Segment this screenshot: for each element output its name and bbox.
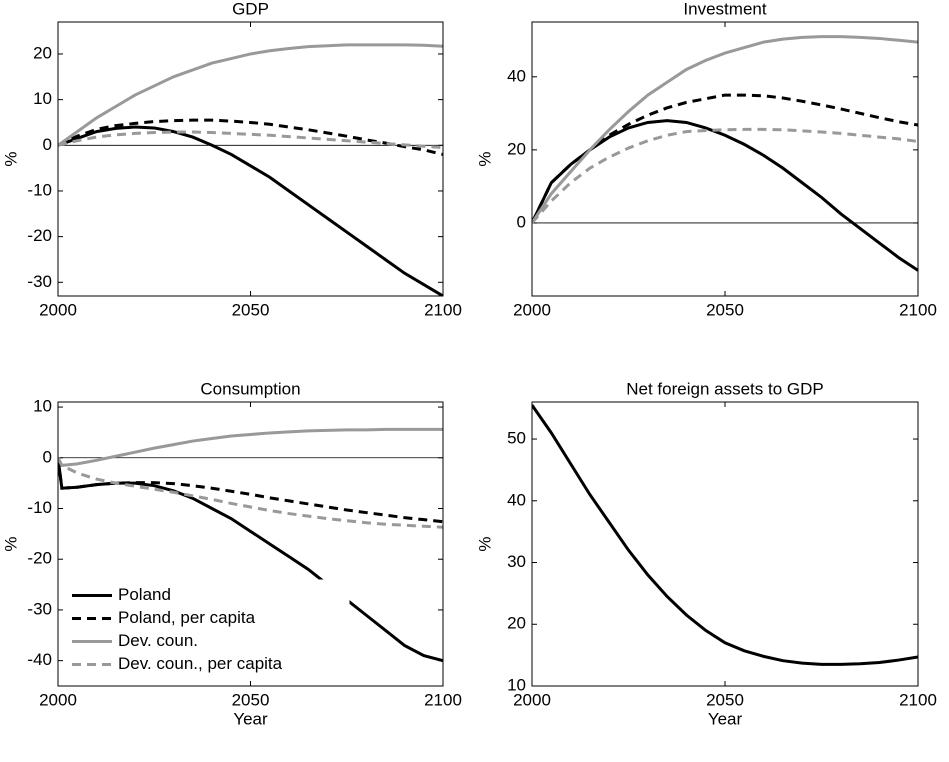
subplot-title: Investment xyxy=(683,0,766,18)
plot-area xyxy=(58,22,443,296)
y-tick-label: -40 xyxy=(27,650,52,669)
y-tick-label: -30 xyxy=(27,599,52,618)
y-tick-label: 10 xyxy=(33,397,52,416)
subplot: GDP% 2000 2050 2100 -30 -20 -10 0 10 20 xyxy=(1,0,461,319)
series-line xyxy=(58,43,443,147)
subplot: Consumption% Year 2000 2050 2100 -40 -30 -20 -10… xyxy=(1,379,461,728)
y-tick-label: 0 xyxy=(517,212,526,231)
x-tick-label: 2100 xyxy=(899,690,937,709)
series-line xyxy=(532,93,918,224)
x-tick-label: 2050 xyxy=(706,300,744,319)
plot-area xyxy=(532,22,918,296)
series-line xyxy=(58,427,443,467)
series-line xyxy=(58,118,443,156)
series-line xyxy=(532,127,918,224)
axes-box xyxy=(531,401,919,687)
legend-label: Dev. coun., per capita xyxy=(118,654,283,673)
series-line xyxy=(58,130,443,150)
x-axis-label: Year xyxy=(708,709,743,728)
y-tick-label: 0 xyxy=(43,135,52,154)
plot-area xyxy=(532,402,918,686)
subplot-title: GDP xyxy=(232,0,269,18)
legend-label: Dev. coun. xyxy=(118,631,198,650)
x-tick-label: 2000 xyxy=(513,690,551,709)
series-line xyxy=(58,125,443,296)
y-tick-label: 30 xyxy=(507,552,526,571)
y-axis-label: % xyxy=(475,536,494,551)
subplot: Investment% 2000 2050 2100 0 20 40 xyxy=(475,0,936,319)
y-tick-label: -10 xyxy=(27,180,52,199)
x-tick-label: 2050 xyxy=(232,300,270,319)
axes-box xyxy=(57,401,444,687)
y-axis-label: % xyxy=(475,151,494,166)
series-line xyxy=(58,457,443,524)
subplot-title: Net foreign assets to GDP xyxy=(626,379,823,398)
series-line xyxy=(532,404,918,666)
axes-box xyxy=(531,21,919,297)
series-line xyxy=(532,35,918,224)
y-axis-label: % xyxy=(1,151,20,166)
y-tick-label: -20 xyxy=(27,226,52,245)
y-tick-label: 40 xyxy=(507,66,526,85)
series-group xyxy=(532,35,918,272)
y-tick-label: 10 xyxy=(507,675,526,694)
y-tick-label: 10 xyxy=(33,89,52,108)
legend-label: Poland, per capita xyxy=(118,608,256,627)
y-tick-label: 50 xyxy=(507,429,526,448)
x-tick-label: 2000 xyxy=(39,300,77,319)
y-tick-label: 40 xyxy=(507,490,526,509)
x-axis-label: Year xyxy=(233,709,268,728)
series-group xyxy=(58,427,443,663)
y-axis-label: % xyxy=(1,536,20,551)
y-tick-label: 20 xyxy=(507,139,526,158)
x-tick-label: 2050 xyxy=(706,690,744,709)
y-tick-label: -10 xyxy=(27,498,52,517)
series-group xyxy=(58,43,443,296)
x-tick-label: 2100 xyxy=(424,690,462,709)
series-line xyxy=(532,119,918,272)
y-tick-label: -20 xyxy=(27,549,52,568)
y-tick-label: -30 xyxy=(27,272,52,291)
x-tick-label: 2000 xyxy=(513,300,551,319)
legend-label: Poland xyxy=(118,585,171,604)
series-group xyxy=(532,404,918,666)
y-tick-label: 0 xyxy=(43,447,52,466)
y-tick-label: 20 xyxy=(507,614,526,633)
y-tick-label: 20 xyxy=(33,43,52,62)
x-tick-label: 2100 xyxy=(899,300,937,319)
x-tick-label: 2050 xyxy=(232,690,270,709)
x-tick-label: 2100 xyxy=(424,300,462,319)
axes-box xyxy=(57,21,444,297)
x-tick-label: 2000 xyxy=(39,690,77,709)
subplot-title: Consumption xyxy=(200,379,300,398)
